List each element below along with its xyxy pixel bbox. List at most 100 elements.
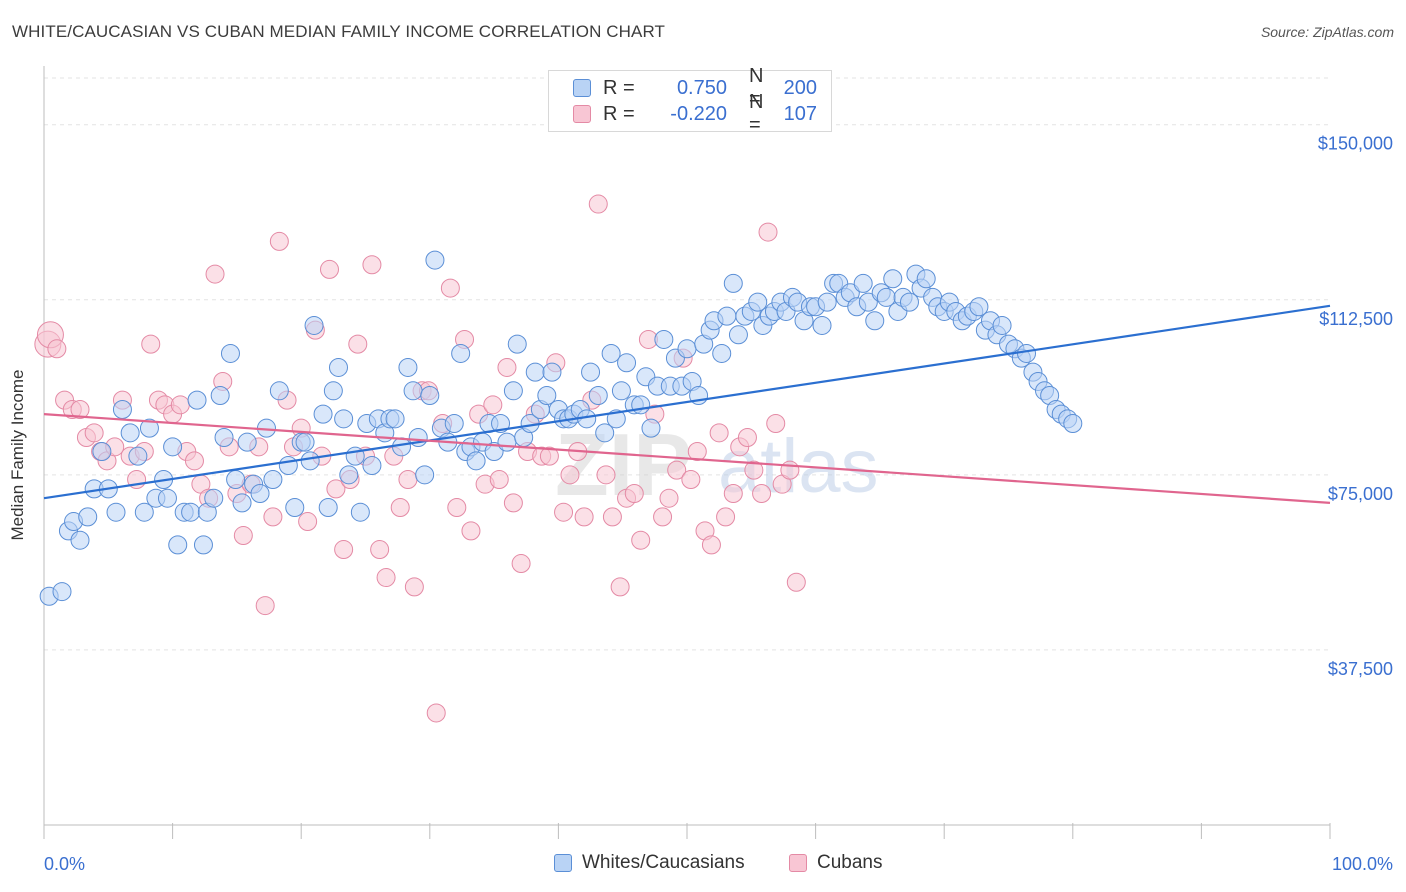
data-point-cubans: [319, 259, 339, 279]
data-point-whites: [581, 362, 601, 382]
legend-r-label: R =: [603, 76, 635, 99]
legend-swatch-cubans: [789, 854, 807, 872]
data-point-whites: [385, 409, 405, 429]
data-point-cubans: [269, 231, 289, 251]
y-axis-label: Median Family Income: [8, 369, 27, 541]
legend-swatch-whites: [573, 79, 591, 97]
data-point-whites: [269, 381, 289, 401]
cubans-points: [34, 194, 806, 723]
data-point-cubans: [758, 222, 778, 242]
legend-n-label: N =: [749, 91, 764, 136]
data-point-cubans: [716, 507, 736, 527]
data-point-cubans: [497, 357, 517, 377]
legend-row-cubans: R = -0.220 N = 107: [573, 91, 817, 136]
data-point-whites: [595, 423, 615, 443]
data-point-whites: [916, 269, 936, 289]
data-point-whites: [601, 343, 621, 363]
data-point-cubans: [334, 540, 354, 560]
data-point-whites: [717, 306, 737, 326]
data-point-whites: [193, 535, 213, 555]
data-point-cubans: [184, 451, 204, 471]
data-point-whites: [858, 292, 878, 312]
data-point-whites: [398, 357, 418, 377]
data-point-whites: [250, 484, 270, 504]
data-point-cubans: [667, 460, 687, 480]
data-point-whites: [451, 343, 471, 363]
tick-labels: $37,500 $75,000 $112,500 $150,000 0.0% 100.0%: [44, 134, 1393, 874]
data-point-cubans: [560, 465, 580, 485]
data-point-whites: [712, 343, 732, 363]
data-point-cubans: [398, 470, 418, 490]
data-point-cubans: [390, 498, 410, 518]
data-point-cubans: [596, 465, 616, 485]
source-label: Source: ZipAtlas.com: [1260, 24, 1394, 40]
legend-item-whites[interactable]: Whites/Caucasians: [554, 852, 745, 874]
data-point-cubans: [554, 502, 574, 522]
data-point-whites: [403, 381, 423, 401]
data-point-whites: [220, 343, 240, 363]
data-point-cubans: [786, 572, 806, 592]
data-point-whites: [285, 498, 305, 518]
data-point-whites: [641, 418, 661, 438]
data-point-whites: [78, 507, 98, 527]
trendlines: [43, 304, 1331, 504]
correlation-legend: R = 0.750 N = 200 R = -0.220 N = 107: [548, 65, 832, 136]
data-point-whites: [163, 437, 183, 457]
axes: [43, 66, 1331, 839]
data-point-whites: [232, 493, 252, 513]
data-point-cubans: [47, 339, 67, 359]
data-point-whites: [328, 357, 348, 377]
y-tick-label: $150,000: [1318, 134, 1393, 154]
data-point-whites: [304, 315, 324, 335]
data-point-whites: [812, 315, 832, 335]
data-point-whites: [187, 390, 207, 410]
data-point-cubans: [539, 446, 559, 466]
data-point-cubans: [659, 488, 679, 508]
data-point-whites: [466, 451, 486, 471]
data-point-cubans: [737, 427, 757, 447]
data-point-cubans: [298, 512, 318, 532]
legend-swatch-whites: [554, 854, 572, 872]
data-point-whites: [420, 385, 440, 405]
legend-item-cubans[interactable]: Cubans: [789, 852, 883, 874]
data-point-cubans: [602, 507, 622, 527]
data-point-whites: [497, 432, 517, 452]
data-point-whites: [92, 442, 112, 461]
data-point-whites: [969, 297, 989, 317]
whites-points: [39, 250, 1083, 606]
data-point-whites: [865, 311, 885, 331]
trendline-cubans: [43, 413, 1331, 504]
data-point-whites: [339, 465, 359, 485]
data-point-cubans: [170, 395, 190, 415]
data-point-whites: [139, 418, 159, 438]
legend-n-label: N =: [749, 65, 764, 110]
data-point-whites: [278, 456, 298, 476]
data-point-whites: [237, 432, 257, 452]
legend-n-value: 107: [783, 102, 817, 125]
legend-n-value: 200: [783, 76, 817, 99]
data-point-cubans: [440, 278, 460, 298]
y-tick-label: $37,500: [1328, 659, 1393, 679]
data-point-whites: [318, 498, 338, 518]
data-point-cubans: [752, 484, 772, 504]
data-point-whites: [817, 292, 837, 312]
y-tick-label: $75,000: [1328, 484, 1393, 504]
legend-label-whites: Whites/Caucasians: [582, 852, 745, 873]
data-point-whites: [226, 470, 246, 490]
data-point-whites: [362, 456, 382, 476]
data-point-whites: [263, 470, 283, 490]
data-point-whites: [52, 582, 72, 602]
data-point-cubans: [348, 334, 368, 354]
trendline-whites: [43, 304, 1331, 500]
data-point-whites: [300, 451, 320, 471]
legend-r-label: R =: [603, 102, 635, 125]
legend-r-value: -0.220: [670, 102, 727, 125]
data-point-whites: [168, 535, 188, 555]
data-point-whites: [853, 273, 873, 293]
data-point-whites: [415, 465, 435, 485]
data-point-whites: [157, 488, 177, 508]
data-point-whites: [617, 353, 637, 373]
data-point-cubans: [263, 507, 283, 527]
data-point-whites: [507, 334, 527, 354]
